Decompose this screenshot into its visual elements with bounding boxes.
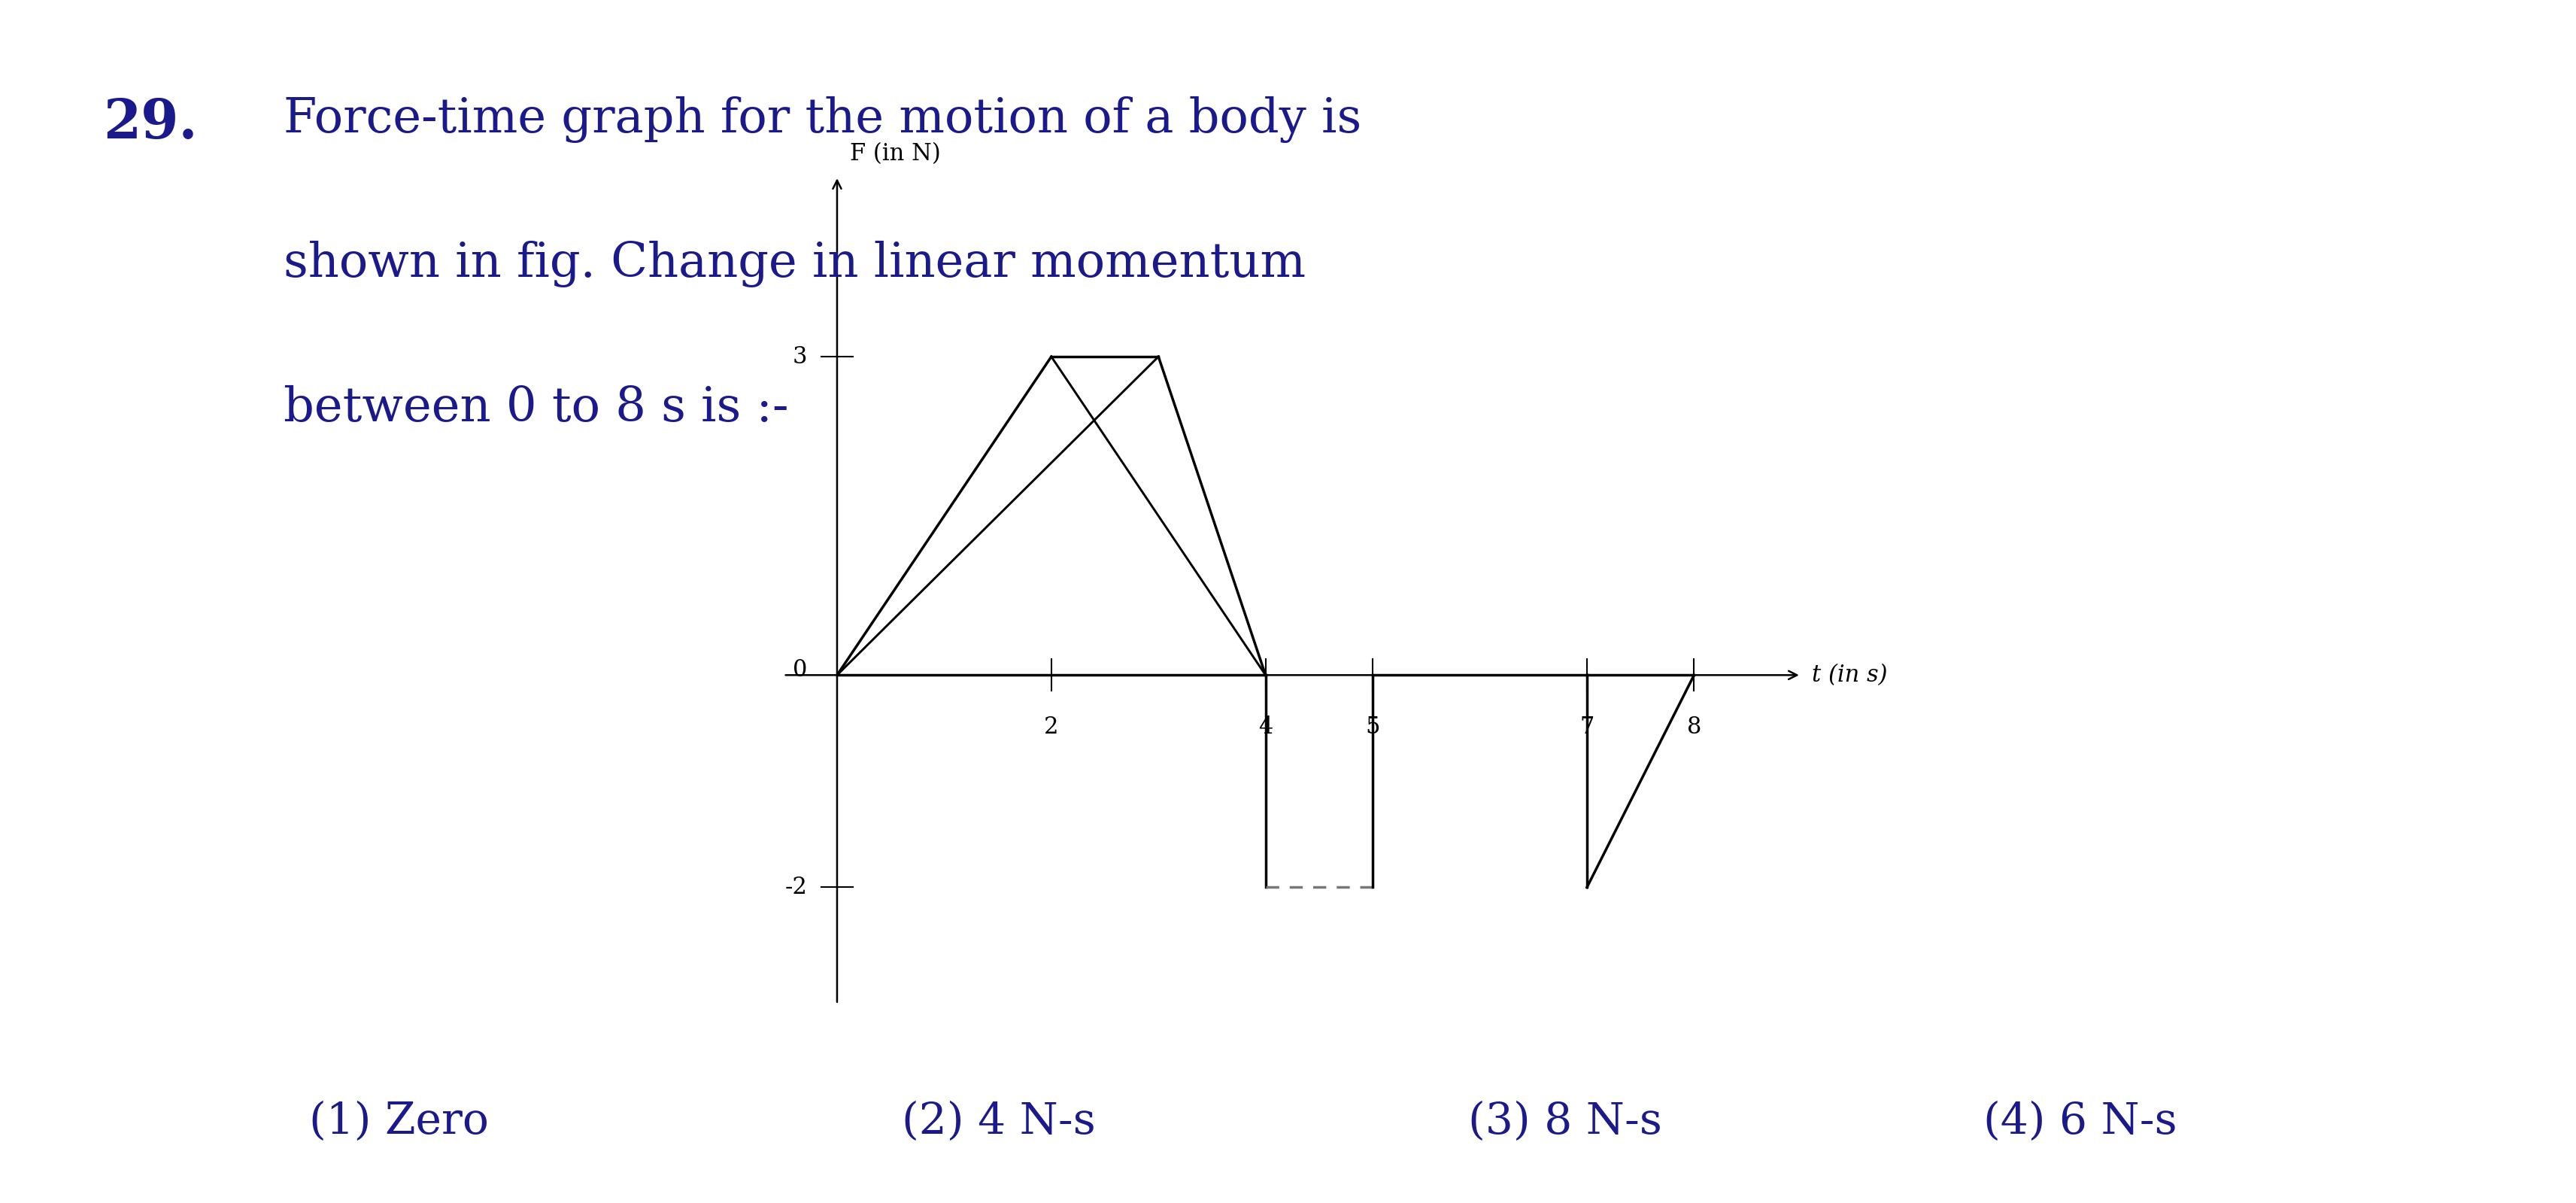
Text: 29.: 29. <box>103 96 198 149</box>
Text: F (in N): F (in N) <box>850 142 940 166</box>
Text: 3: 3 <box>793 345 806 368</box>
Text: 7: 7 <box>1579 716 1595 739</box>
Text: (2) 4 N-s: (2) 4 N-s <box>902 1101 1095 1143</box>
Text: (3) 8 N-s: (3) 8 N-s <box>1468 1101 1662 1143</box>
Text: 4: 4 <box>1257 716 1273 739</box>
Text: between 0 to 8 s is :-: between 0 to 8 s is :- <box>283 385 788 431</box>
Text: 2: 2 <box>1043 716 1059 739</box>
Text: Force-time graph for the motion of a body is: Force-time graph for the motion of a bod… <box>283 96 1360 143</box>
Text: (4) 6 N-s: (4) 6 N-s <box>1984 1101 2177 1143</box>
Text: (1) Zero: (1) Zero <box>309 1101 489 1143</box>
Text: shown in fig. Change in linear momentum: shown in fig. Change in linear momentum <box>283 241 1306 288</box>
Text: 5: 5 <box>1365 716 1381 739</box>
Text: t (in s): t (in s) <box>1811 663 1888 687</box>
Text: -2: -2 <box>786 876 806 899</box>
Text: 0: 0 <box>793 658 806 681</box>
Text: 8: 8 <box>1687 716 1700 739</box>
